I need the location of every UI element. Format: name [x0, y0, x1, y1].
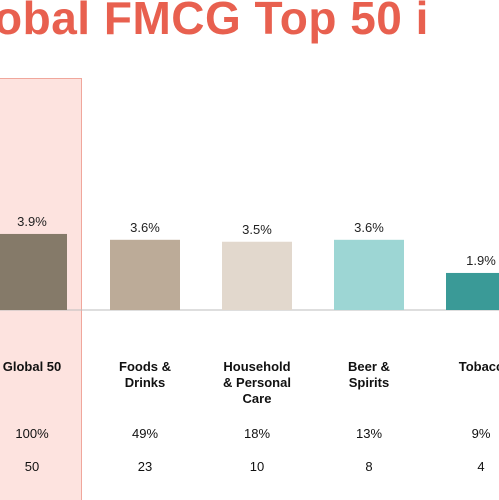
count-label-household-and-personal-care: 10 — [249, 459, 265, 474]
value-label-household-and-personal-care: 3.5% — [242, 222, 272, 237]
value-label-beer-and-spirits: 3.6% — [354, 220, 384, 235]
count-label-tobacco: 4 — [477, 459, 485, 474]
share-label-household-and-personal-care: 18% — [243, 426, 271, 441]
category-label-line: Drinks — [124, 375, 166, 390]
value-label-global-50: 3.9% — [17, 214, 47, 229]
category-label-line: Spirits — [348, 375, 390, 390]
share-label-beer-and-spirits: 13% — [355, 426, 383, 441]
category-label-line: Tobacc — [458, 359, 499, 374]
chart-title: obal FMCG Top 50 i — [0, 0, 429, 44]
count-label-foods-and-drinks: 23 — [137, 459, 153, 474]
bar-beer-and-spirits — [334, 239, 404, 310]
share-label-global-50: 100% — [15, 426, 49, 441]
count-label-beer-and-spirits: 8 — [365, 459, 373, 474]
share-label-tobacco: 9% — [471, 426, 491, 441]
category-label-line: Foods & — [119, 359, 171, 374]
value-label-tobacco: 1.9% — [466, 253, 496, 268]
share-label-foods-and-drinks: 49% — [131, 426, 159, 441]
category-label-global-50: Global 50 — [0, 359, 92, 375]
bar-foods-and-drinks — [110, 239, 180, 310]
category-label-line: Global 50 — [2, 359, 62, 374]
bar-global-50 — [0, 233, 67, 310]
count-label-global-50: 50 — [24, 459, 40, 474]
category-label-line: Care — [242, 391, 272, 406]
category-label-tobacco: Tobacc — [421, 359, 499, 375]
value-label-foods-and-drinks: 3.6% — [130, 220, 160, 235]
category-label-beer-and-spirits: Beer & Spirits — [309, 359, 429, 391]
bar-household-and-personal-care — [222, 241, 292, 310]
category-label-foods-and-drinks: Foods & Drinks — [85, 359, 205, 391]
category-label-household-and-personal-care: Household & Personal Care — [197, 359, 317, 407]
category-label-line: Household — [223, 359, 291, 374]
category-label-line: Beer & — [348, 359, 390, 374]
category-label-line: & Personal — [223, 375, 291, 390]
bar-tobacco — [446, 272, 499, 310]
